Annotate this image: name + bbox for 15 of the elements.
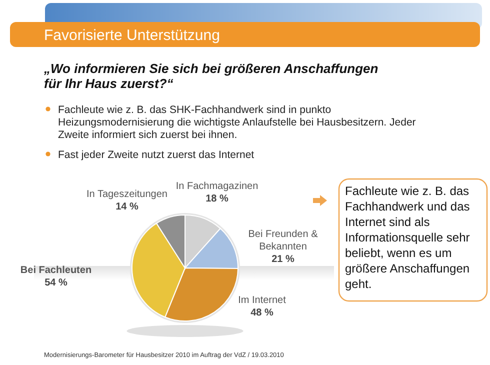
text: Fachleute wie z. B. das Fachhandwerk und das Internet sind als Informationsquelle sehr beliebt, wenn es um größere Anschaffungen geht. [345, 184, 470, 291]
data-label: 18 % [206, 194, 229, 204]
data-label: 14 % [116, 202, 139, 212]
data-label: 54 % [44, 278, 68, 288]
data-label: 21 % [272, 254, 295, 265]
slice-label: Bei Fachleuten [20, 265, 92, 276]
text: Fachleute wie z. B. das SHK-Fachhandwerk sind in punkto Heizungsmodernisierung die wichtigste Anlaufstelle bei Hausbesitzern. Jeder Zweite informiert sich zuerst bei ihnen. [58, 104, 416, 141]
slice-label: In Fachmagazinen [176, 181, 258, 192]
chart-title: Favorisierte Unterstützung [44, 27, 220, 44]
slice-label: In Tageszeitungen [86, 189, 168, 200]
data-label: 48 % [250, 308, 274, 318]
slice-label: Im Internet [238, 295, 286, 306]
slice-label: Bei Freunden & Bekannten [248, 229, 318, 252]
chart-subtitle: „Wo informieren Sie sich bei größeren Anschaffungen für Ihr Haus zuerst?“ [43, 61, 378, 91]
text: Fast jeder Zweite nutzt zuerst das Internet [58, 149, 254, 161]
